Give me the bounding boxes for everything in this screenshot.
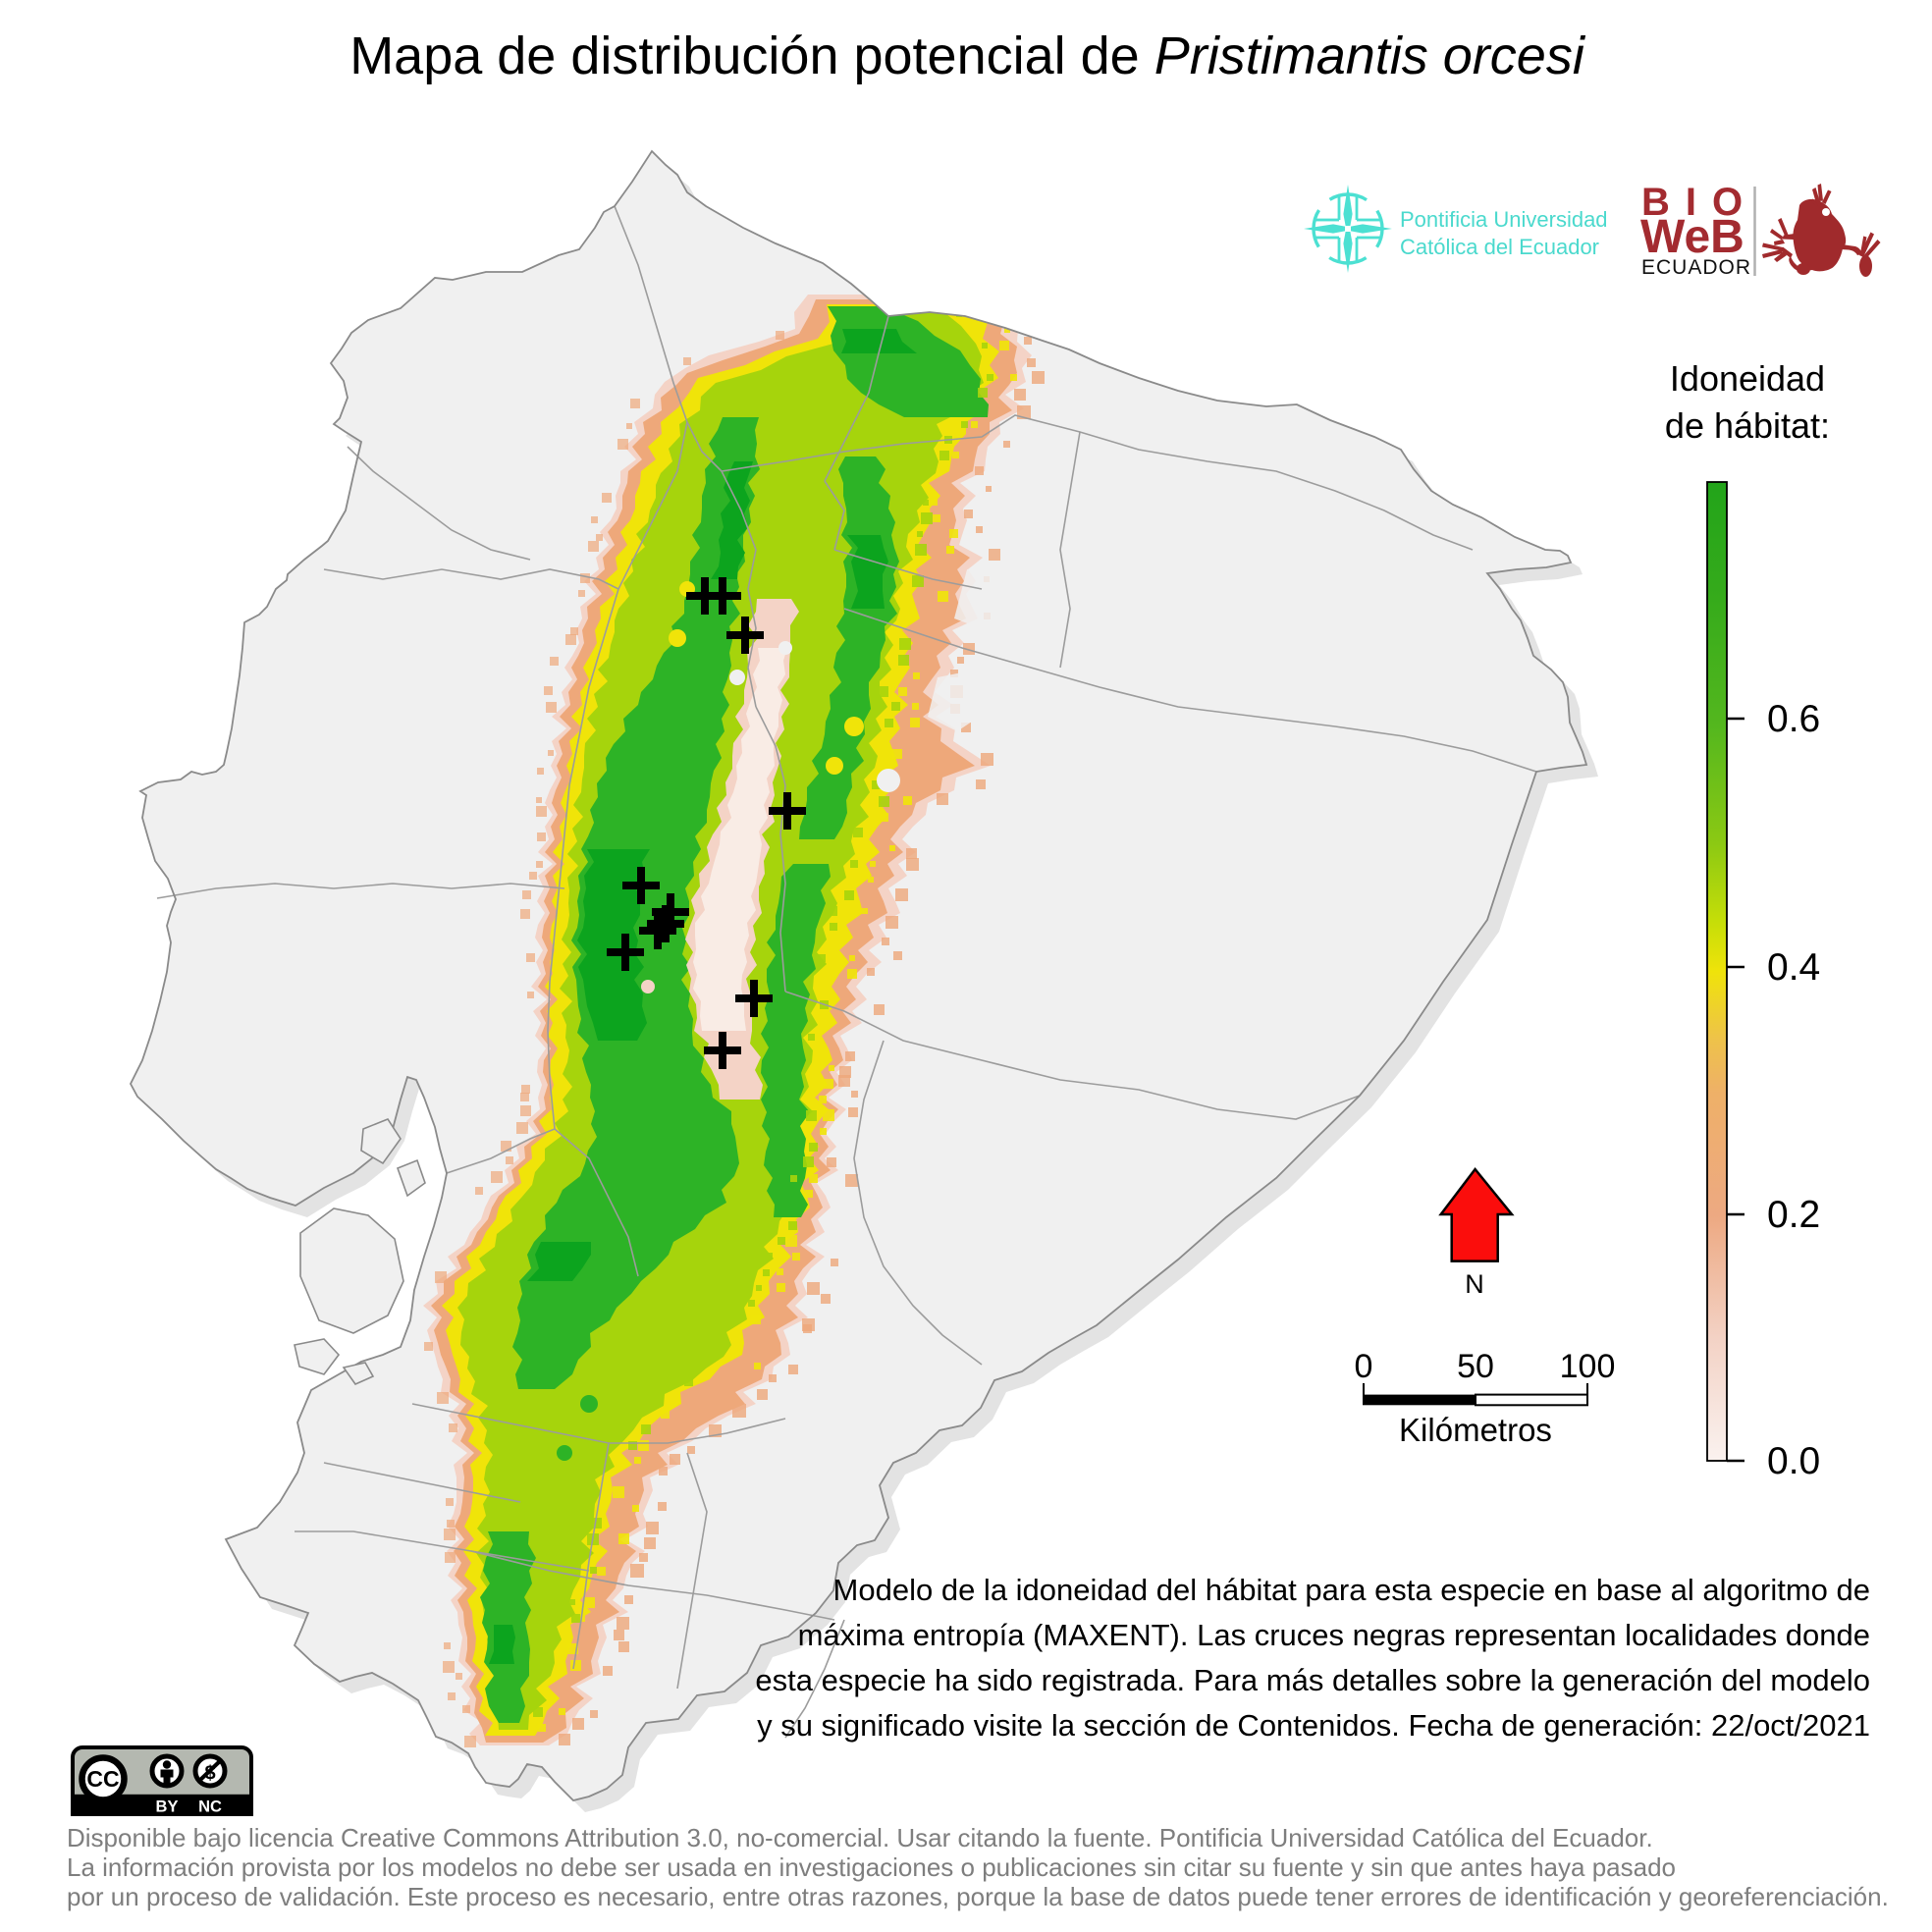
svg-text:0.6: 0.6 (1767, 698, 1820, 740)
svg-text:Católica del Ecuador: Católica del Ecuador (1400, 235, 1599, 259)
svg-text:0.2: 0.2 (1767, 1194, 1820, 1236)
svg-text:máxima entropía (MAXENT). Las: máxima entropía (MAXENT). Las cruces neg… (798, 1618, 1870, 1652)
svg-text:0: 0 (1355, 1348, 1373, 1385)
svg-text:0.4: 0.4 (1767, 946, 1820, 989)
svg-text:Idoneidad: Idoneidad (1670, 358, 1825, 399)
svg-text:0.0: 0.0 (1767, 1440, 1820, 1482)
svg-text:BIO: BIO (1641, 181, 1758, 224)
svg-text:Pontificia Universidad: Pontificia Universidad (1400, 207, 1608, 232)
svg-text:Modelo de la idoneidad del háb: Modelo de la idoneidad del hábitat para … (833, 1573, 1870, 1607)
svg-text:ECUADOR: ECUADOR (1641, 256, 1751, 279)
svg-text:50: 50 (1457, 1348, 1494, 1385)
svg-text:NC: NC (198, 1798, 222, 1816)
svg-text:BY: BY (156, 1798, 179, 1816)
svg-text:WeB: WeB (1640, 211, 1744, 263)
svg-text:Kilómetros: Kilómetros (1399, 1412, 1552, 1448)
svg-text:esta especie ha sido registrad: esta especie ha sido registrada. Para má… (755, 1663, 1870, 1697)
svg-text:y su significado visite la sec: y su significado visite la sección de Co… (757, 1708, 1870, 1743)
svg-text:de hábitat:: de hábitat: (1665, 405, 1830, 446)
svg-text:CC: CC (86, 1766, 119, 1792)
svg-text:100: 100 (1560, 1348, 1616, 1385)
svg-text:Disponible bajo licencia Creat: Disponible bajo licencia Creative Common… (67, 1823, 1653, 1852)
svg-text:por un proceso de validación.: por un proceso de validación. Este proce… (67, 1882, 1889, 1911)
svg-text:$: $ (204, 1763, 215, 1785)
svg-text:La información provista por lo: La información provista por los modelos … (67, 1852, 1676, 1882)
svg-text:Mapa de distribución potencial: Mapa de distribución potencial de Pristi… (349, 27, 1586, 85)
svg-text:N: N (1465, 1269, 1484, 1299)
